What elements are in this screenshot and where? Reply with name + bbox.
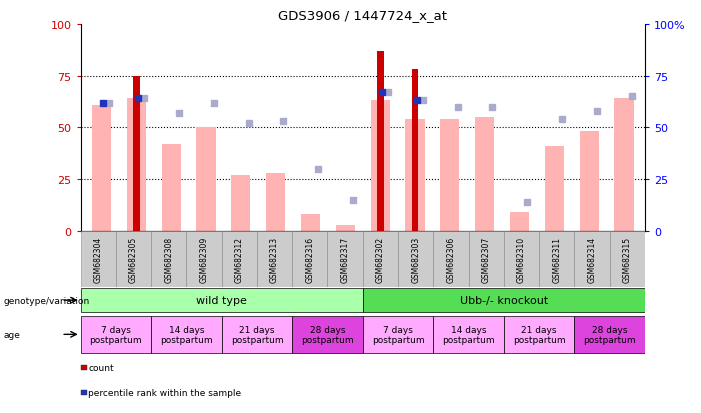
Bar xyxy=(411,70,418,231)
Bar xyxy=(92,105,111,231)
Text: GSM682304: GSM682304 xyxy=(94,236,103,282)
Text: GSM682306: GSM682306 xyxy=(447,236,456,282)
Text: 7 days
postpartum: 7 days postpartum xyxy=(90,325,142,344)
Text: genotype/variation: genotype/variation xyxy=(4,296,90,305)
Bar xyxy=(405,120,425,231)
Bar xyxy=(440,120,459,231)
Bar xyxy=(266,173,285,231)
Bar xyxy=(81,231,116,287)
Text: GSM682312: GSM682312 xyxy=(235,236,244,282)
Bar xyxy=(363,288,645,313)
Text: percentile rank within the sample: percentile rank within the sample xyxy=(88,388,241,397)
Bar xyxy=(468,231,504,287)
Text: GSM682316: GSM682316 xyxy=(306,236,314,282)
Bar xyxy=(127,99,146,231)
Bar xyxy=(231,176,250,231)
Bar xyxy=(222,231,257,287)
Text: age: age xyxy=(4,330,20,339)
Bar xyxy=(363,231,398,287)
Bar xyxy=(81,288,363,313)
Text: GSM682302: GSM682302 xyxy=(376,236,385,282)
Bar xyxy=(398,231,433,287)
Bar xyxy=(162,145,181,231)
Text: 7 days
postpartum: 7 days postpartum xyxy=(372,325,424,344)
Text: count: count xyxy=(88,363,114,372)
Bar xyxy=(336,225,355,231)
Text: Ubb-/- knockout: Ubb-/- knockout xyxy=(460,295,548,306)
Bar xyxy=(504,231,539,287)
Bar xyxy=(196,128,216,231)
Bar xyxy=(574,316,645,353)
Bar xyxy=(433,231,468,287)
Text: 14 days
postpartum: 14 days postpartum xyxy=(160,325,212,344)
Bar xyxy=(574,231,610,287)
Text: 28 days
postpartum: 28 days postpartum xyxy=(301,325,354,344)
Text: GSM682317: GSM682317 xyxy=(341,236,350,282)
Title: GDS3906 / 1447724_x_at: GDS3906 / 1447724_x_at xyxy=(278,9,447,22)
Bar xyxy=(222,316,292,353)
Text: GSM682315: GSM682315 xyxy=(622,236,632,282)
Bar xyxy=(504,316,574,353)
Bar xyxy=(81,316,151,353)
Bar xyxy=(257,231,292,287)
Bar xyxy=(610,231,645,287)
Bar xyxy=(151,231,186,287)
Bar xyxy=(292,316,363,353)
Bar xyxy=(301,215,320,231)
Bar xyxy=(292,231,327,287)
Text: GSM682303: GSM682303 xyxy=(411,236,420,282)
Bar xyxy=(510,213,529,231)
Bar xyxy=(545,147,564,231)
Bar xyxy=(116,231,151,287)
Text: GSM682310: GSM682310 xyxy=(517,236,526,282)
Bar xyxy=(615,99,634,231)
Bar xyxy=(475,118,494,231)
Bar xyxy=(433,316,504,353)
Bar xyxy=(151,316,222,353)
Text: GSM682307: GSM682307 xyxy=(482,236,491,282)
Text: GSM682311: GSM682311 xyxy=(552,236,562,282)
Text: GSM682309: GSM682309 xyxy=(200,236,209,282)
Text: 28 days
postpartum: 28 days postpartum xyxy=(583,325,636,344)
Bar xyxy=(539,231,574,287)
Text: 14 days
postpartum: 14 days postpartum xyxy=(442,325,495,344)
Text: GSM682305: GSM682305 xyxy=(129,236,138,282)
Text: 21 days
postpartum: 21 days postpartum xyxy=(231,325,283,344)
Text: GSM682314: GSM682314 xyxy=(587,236,597,282)
Bar xyxy=(371,101,390,231)
Bar xyxy=(363,316,433,353)
Bar xyxy=(186,231,222,287)
Bar xyxy=(133,76,139,231)
Text: GSM682313: GSM682313 xyxy=(270,236,279,282)
Text: wild type: wild type xyxy=(196,295,247,306)
Text: GSM682308: GSM682308 xyxy=(164,236,173,282)
Text: 21 days
postpartum: 21 days postpartum xyxy=(513,325,566,344)
Bar xyxy=(580,132,599,231)
Bar xyxy=(327,231,363,287)
Bar xyxy=(377,52,383,231)
